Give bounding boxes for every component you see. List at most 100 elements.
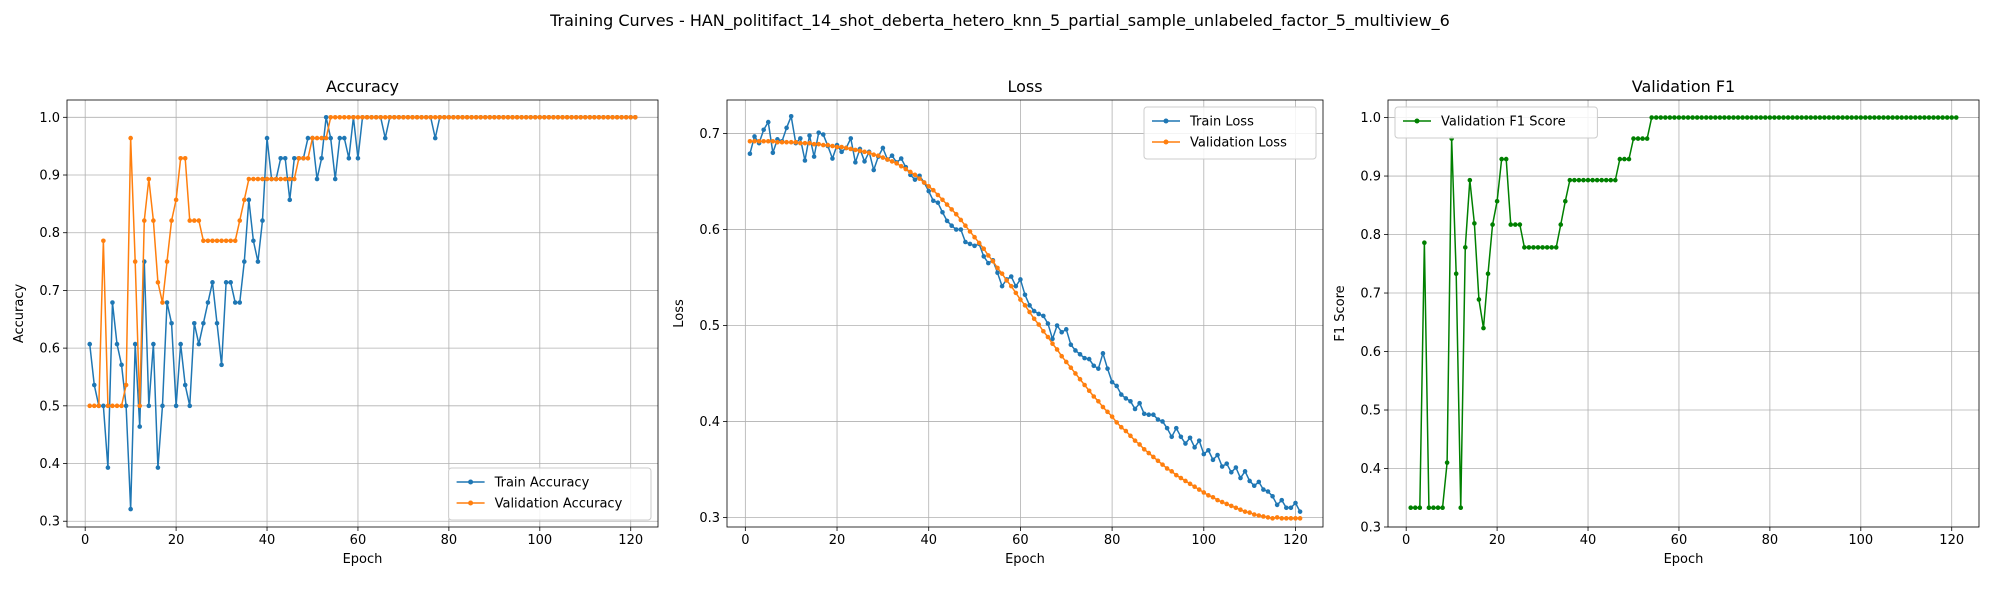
data-point [889, 159, 895, 164]
data-point [1288, 516, 1294, 521]
data-point [1813, 115, 1818, 120]
data-point [747, 138, 753, 144]
data-point [1903, 115, 1909, 120]
data-point [953, 227, 959, 232]
data-point [364, 115, 370, 120]
axes-frame [726, 99, 1324, 528]
data-point [747, 151, 753, 157]
data-point [1063, 359, 1069, 365]
data-point [305, 155, 311, 161]
data-point [1068, 342, 1074, 347]
data-point [1540, 245, 1545, 250]
data-point [880, 155, 886, 160]
data-point [1183, 441, 1188, 446]
data-point [1279, 497, 1285, 503]
data-point [287, 197, 293, 203]
data-point [784, 125, 789, 131]
data-point [191, 218, 197, 223]
data-point [128, 135, 133, 141]
data-point [935, 200, 941, 205]
data-point [537, 115, 543, 120]
data-point [428, 115, 433, 120]
y-tick-label: 0.5 [699, 319, 720, 334]
data-point [292, 155, 297, 161]
data-point [146, 403, 152, 409]
data-point [101, 403, 106, 409]
data-point [332, 115, 338, 120]
data-point [1054, 347, 1060, 352]
data-point [1178, 434, 1184, 440]
data-point [1567, 177, 1573, 183]
y-tick-label: 0.8 [39, 226, 60, 241]
data-point [926, 188, 932, 194]
data-point [560, 115, 565, 120]
data-point [482, 115, 488, 120]
data-point [242, 197, 247, 203]
data-point [173, 403, 179, 409]
data-point [1018, 277, 1023, 282]
data-point [990, 258, 996, 264]
data-point [1132, 406, 1138, 412]
data-point [1128, 433, 1133, 439]
data-point [1717, 115, 1723, 120]
data-point [1192, 445, 1197, 450]
data-point [1210, 494, 1216, 500]
data-point [1772, 115, 1777, 120]
data-point [169, 321, 174, 326]
data-point [1599, 177, 1604, 183]
data-point [999, 271, 1005, 276]
data-point [848, 146, 854, 152]
data-point [1022, 292, 1028, 298]
data-point [1027, 309, 1032, 315]
data-point [820, 132, 826, 137]
data-point [423, 115, 429, 120]
legend: Train Accuracy Validation Accuracy [448, 467, 652, 521]
y-axis-label: Loss [672, 299, 687, 328]
data-point [1050, 341, 1055, 347]
data-point [232, 238, 238, 244]
data-point [387, 115, 393, 120]
data-point [1626, 156, 1632, 162]
data-point [487, 115, 493, 120]
data-point [473, 115, 479, 120]
data-point [908, 169, 913, 175]
data-point [278, 176, 283, 182]
data-point [1229, 470, 1234, 475]
x-tick-label: 120 [618, 533, 643, 548]
data-point [944, 202, 950, 207]
data-point [210, 238, 215, 244]
data-point [981, 246, 987, 252]
data-point [91, 403, 97, 409]
data-point [1776, 115, 1782, 120]
legend-label: Train Loss [1189, 115, 1254, 130]
data-point [501, 115, 506, 120]
x-axis-label: Epoch [1005, 552, 1045, 567]
data-point [1940, 115, 1945, 120]
data-point [1553, 245, 1559, 250]
data-point [1018, 297, 1023, 302]
data-point [1105, 409, 1110, 415]
data-point [137, 403, 143, 409]
data-point [1137, 400, 1142, 406]
data-point [981, 254, 987, 259]
axes-frame [66, 99, 659, 528]
data-point [332, 176, 338, 182]
y-tick-label: 0.5 [39, 399, 60, 414]
data-point [1503, 156, 1509, 162]
data-point [1935, 115, 1941, 120]
data-point [1512, 222, 1518, 227]
data-point [432, 135, 438, 141]
data-point [1123, 428, 1129, 434]
data-point [132, 341, 138, 347]
data-point [967, 229, 973, 234]
data-point [378, 115, 383, 120]
data-point [788, 139, 794, 145]
data-point [173, 197, 179, 203]
data-point [995, 270, 1000, 276]
data-point [871, 152, 877, 157]
data-point [1206, 447, 1211, 453]
data-point [278, 155, 283, 161]
x-tick-label: 40 [920, 533, 937, 548]
x-tick-label: 60 [1671, 533, 1688, 548]
data-point [798, 136, 803, 141]
